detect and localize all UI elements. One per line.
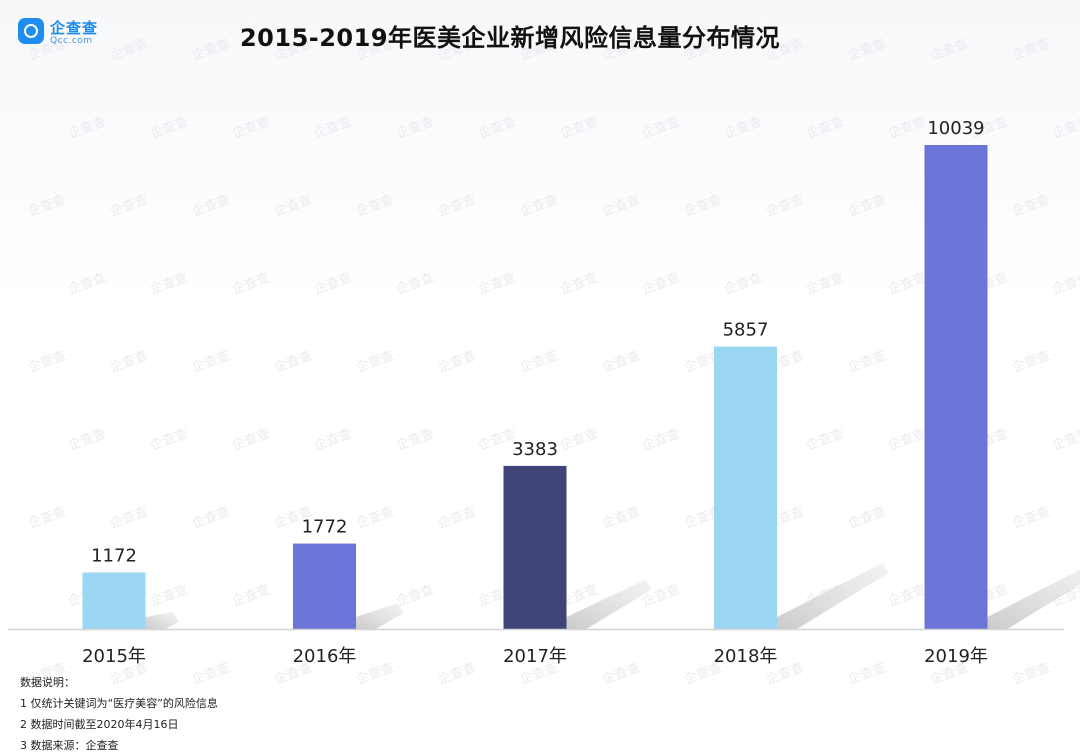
logo-icon (18, 18, 44, 44)
note-item-2: 2 数据时间截至2020年4月16日 (20, 718, 179, 731)
data-label: 5857 (723, 320, 769, 341)
chart-title: 2015-2019年医美企业新增风险信息量分布情况 (239, 24, 781, 52)
bars (82, 145, 988, 629)
brand-name: 企查查 (50, 19, 99, 37)
data-labels: 1172 1772 3383 5857 10039 (91, 118, 985, 566)
x-tick-label: 2018年 (714, 646, 778, 667)
brand-domain: Qcc.com (50, 36, 93, 46)
note-item-1: 1 仅统计关键词为“医疗美容”的风险信息 (20, 697, 218, 710)
bar-2019年 (924, 145, 988, 629)
note-item-3: 3 数据来源：企查查 (20, 739, 119, 752)
x-tick-label: 2019年 (924, 646, 988, 667)
x-tick-labels: 2015年 2016年 2017年 2018年 2019年 (82, 646, 988, 667)
x-tick-label: 2016年 (293, 646, 357, 667)
x-tick-label: 2017年 (503, 646, 567, 667)
bar-shadow (777, 562, 889, 629)
notes-heading: 数据说明： (20, 676, 75, 689)
bar-shadow (566, 579, 652, 629)
bar-shadow (145, 611, 179, 629)
bar-2017年 (503, 465, 567, 629)
data-label: 10039 (927, 118, 984, 139)
data-label: 1172 (91, 545, 137, 566)
x-tick-label: 2015年 (82, 646, 146, 667)
bar-2018年 (714, 346, 777, 629)
bar-chart: 1172 1772 3383 5857 10039 2015年 2016年 2017年 2018… (8, 118, 1080, 667)
data-label: 1772 (302, 517, 348, 538)
bar-shadow (987, 569, 1080, 629)
bar-shadows (145, 562, 1080, 629)
bar-2016年 (293, 543, 356, 629)
bar-2015年 (82, 572, 146, 629)
data-label: 3383 (512, 439, 558, 460)
bar-shadow (356, 603, 404, 629)
data-notes: 数据说明： 1 仅统计关键词为“医疗美容”的风险信息 2 数据时间截至2020年… (20, 672, 218, 755)
brand-logo: 企查查 Qcc.com (18, 16, 128, 50)
